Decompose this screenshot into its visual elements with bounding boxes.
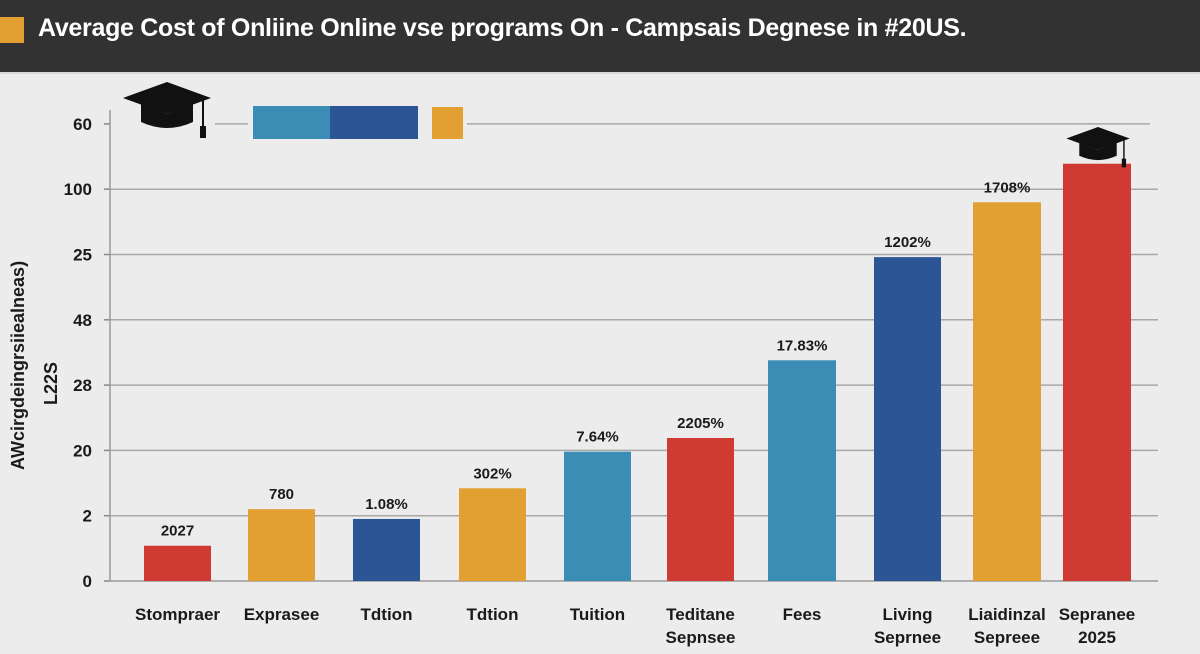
data-label: 17.83% (777, 337, 828, 354)
x-category-label: Tdtion (361, 605, 413, 624)
graduation-cap-icon (1066, 127, 1130, 168)
cap-body (141, 104, 193, 128)
cap-tassel-end (200, 126, 206, 138)
y-tick-label: 60 (73, 115, 92, 134)
title-accent-swatch (0, 17, 24, 43)
x-category-label: 2025 (1078, 628, 1116, 647)
data-label: 1.08% (365, 496, 408, 513)
x-category-label: Sepreee (974, 628, 1040, 647)
x-category-label: Fees (783, 605, 822, 624)
bar (353, 518, 420, 581)
y-tick-label: 20 (73, 441, 92, 460)
x-category-label: Sepnsee (666, 628, 736, 647)
data-label: 7.64% (576, 429, 619, 446)
data-label: 302% (473, 465, 511, 482)
bar (874, 257, 941, 581)
x-category-label: Sepranee (1059, 605, 1136, 624)
y-tick-label: 100 (64, 180, 92, 199)
x-category-label: Tuition (570, 605, 625, 624)
data-label: 1202% (884, 234, 931, 251)
y-tick-label: 25 (73, 246, 92, 265)
y-tick-label: 28 (73, 376, 92, 395)
bar (144, 545, 211, 581)
y-tick-label: 48 (73, 311, 92, 330)
bar (973, 202, 1041, 581)
data-label: 2027 (161, 523, 194, 540)
bar (768, 360, 836, 581)
cap-tassel-end (1121, 158, 1127, 168)
x-category-label: Seprnee (874, 628, 941, 647)
x-category-label: Stompraer (135, 605, 220, 624)
x-category-label: Liaidinzal (968, 605, 1045, 624)
cap-board (1066, 127, 1130, 151)
x-category-label: Tdtion (467, 605, 519, 624)
x-category-label: Exprasee (244, 605, 320, 624)
y-tick-label: 0 (83, 572, 92, 591)
cap-body (1079, 142, 1117, 161)
y-tick-label: 2 (83, 507, 92, 526)
y-axis-label: AWcirgdeingrsiiealneas) (8, 261, 28, 470)
legend-swatch (253, 106, 330, 139)
cap-board (123, 82, 211, 114)
legend-swatch (432, 107, 463, 139)
data-label: 1708% (984, 179, 1031, 196)
data-label: 2205% (677, 415, 724, 432)
y-axis-sublabel: L22S (41, 362, 61, 405)
x-category-label: Teditane (666, 605, 735, 624)
bar (248, 509, 315, 581)
x-category-label: Living (882, 605, 932, 624)
title-bar: Average Cost of Onliine Online vse progr… (0, 0, 1200, 74)
bar (459, 488, 526, 581)
graduation-cap-icon (123, 82, 211, 138)
legend-swatch (330, 106, 418, 139)
bar (667, 437, 734, 581)
chart-title: Average Cost of Onliine Online vse progr… (38, 14, 967, 42)
bar (564, 451, 631, 581)
data-label: 780 (269, 486, 294, 503)
bar (1063, 163, 1131, 581)
